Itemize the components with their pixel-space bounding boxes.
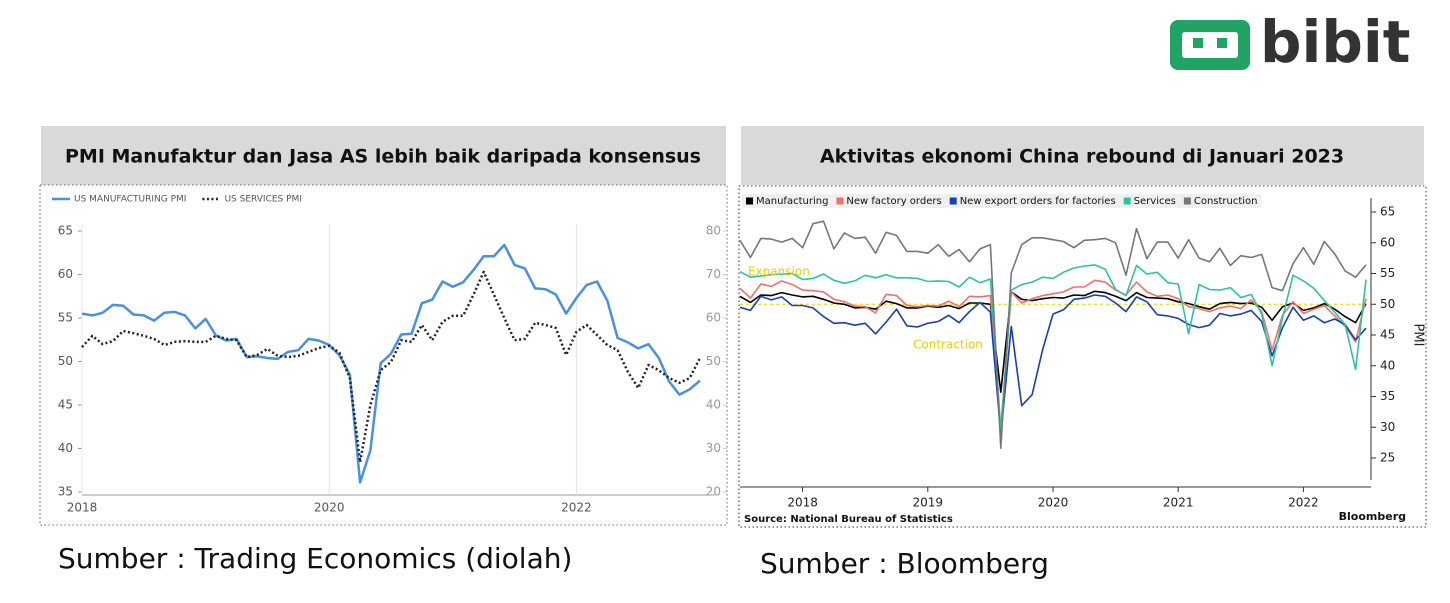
legend-label: Manufacturing — [756, 196, 828, 207]
x-tick-label: 2022 — [1288, 496, 1319, 510]
x-tick-label: 2018 — [67, 501, 98, 515]
y-tick-label: 50 — [58, 354, 73, 368]
series-line — [81, 270, 702, 464]
series-line — [739, 220, 1367, 449]
y-tick-label: 30 — [1380, 420, 1395, 434]
legend-marker — [746, 197, 753, 205]
legend-label: Construction — [1194, 196, 1258, 207]
y2-tick-label: 60 — [706, 311, 721, 325]
y-tick-label: 25 — [1380, 451, 1395, 465]
legend-marker — [949, 197, 957, 205]
y-axis-label: PMI — [1411, 324, 1426, 347]
logo-eye — [1193, 38, 1203, 48]
y-tick-label: 35 — [58, 485, 73, 499]
annotation: Contraction — [913, 338, 983, 352]
legend-label: Services — [1134, 196, 1176, 207]
y-tick-label: 65 — [58, 224, 73, 238]
logo-text: bibit — [1260, 8, 1411, 76]
caption: Sumber : Trading Economics (diolah) — [58, 542, 572, 575]
x-tick-label: 2022 — [561, 501, 592, 515]
y2-tick-label: 20 — [706, 485, 721, 499]
chart-frame — [738, 185, 1427, 528]
y2-tick-label: 70 — [706, 267, 721, 281]
legend-label: US MANUFACTURING PMI — [74, 195, 186, 205]
x-tick-label: 2020 — [314, 501, 345, 515]
y2-tick-label: 80 — [706, 224, 721, 238]
x-tick-label: 2019 — [913, 496, 944, 510]
caption: Sumber : Bloomberg — [760, 547, 1049, 580]
y-tick-label: 55 — [1380, 266, 1395, 280]
legend-background — [742, 194, 1262, 208]
y-tick-label: 45 — [1380, 328, 1395, 342]
series-line — [81, 243, 701, 484]
annotation: Expansion — [748, 265, 810, 279]
series-line — [739, 294, 1367, 436]
legend-label: New export orders for factories — [960, 196, 1116, 207]
y-tick-label: 60 — [1380, 235, 1395, 249]
y2-tick-label: 30 — [706, 441, 721, 455]
credit: Bloomberg — [1339, 510, 1406, 523]
y-tick-label: 40 — [1380, 358, 1395, 372]
x-tick-label: 2020 — [1038, 496, 1069, 510]
panel-header — [41, 126, 726, 185]
y2-tick-label: 40 — [706, 398, 721, 412]
series-line — [739, 290, 1367, 393]
legend-marker — [836, 197, 844, 205]
y2-tick-label: 50 — [706, 354, 721, 368]
y-tick-label: 55 — [58, 311, 73, 325]
legend-label: New factory orders — [846, 196, 941, 207]
y-tick-label: 35 — [1380, 389, 1395, 403]
y-tick-label: 45 — [58, 398, 73, 412]
logo: bibit — [1170, 8, 1411, 76]
legend-label: US SERVICES PMI — [224, 195, 302, 205]
y-tick-label: 65 — [1380, 205, 1395, 219]
y-tick-label: 50 — [1380, 297, 1395, 311]
legend-marker — [1183, 197, 1191, 205]
chart-title: PMI Manufaktur dan Jasa AS lebih baik da… — [65, 146, 701, 168]
chart-frame — [39, 184, 728, 526]
chart-title: Aktivitas ekonomi China rebound di Janua… — [820, 146, 1344, 168]
series-line — [739, 264, 1367, 431]
logo-eye — [1217, 38, 1227, 48]
y-tick-label: 60 — [58, 267, 73, 281]
logo-icon-inner — [1182, 32, 1238, 58]
x-tick-label: 2018 — [787, 496, 818, 510]
y-tick-label: 40 — [58, 441, 73, 455]
source: Source: National Bureau of Statistics — [744, 514, 953, 525]
legend-marker — [1123, 197, 1131, 205]
x-tick-label: 2021 — [1163, 496, 1194, 510]
panel-header — [741, 126, 1424, 185]
series-line — [739, 279, 1367, 433]
